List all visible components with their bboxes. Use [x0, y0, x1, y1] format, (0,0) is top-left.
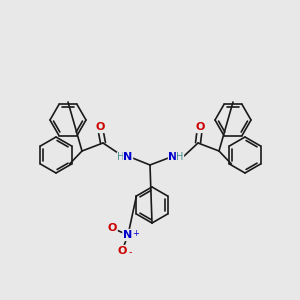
Text: N: N — [123, 152, 133, 162]
Text: H: H — [117, 152, 125, 162]
Text: O: O — [107, 223, 117, 233]
Text: N: N — [123, 230, 133, 240]
Text: -: - — [128, 247, 132, 257]
Text: N: N — [168, 152, 178, 162]
Text: H: H — [176, 152, 184, 162]
Text: O: O — [195, 122, 205, 132]
Text: O: O — [95, 122, 105, 132]
Text: O: O — [117, 246, 127, 256]
Text: +: + — [133, 230, 140, 238]
